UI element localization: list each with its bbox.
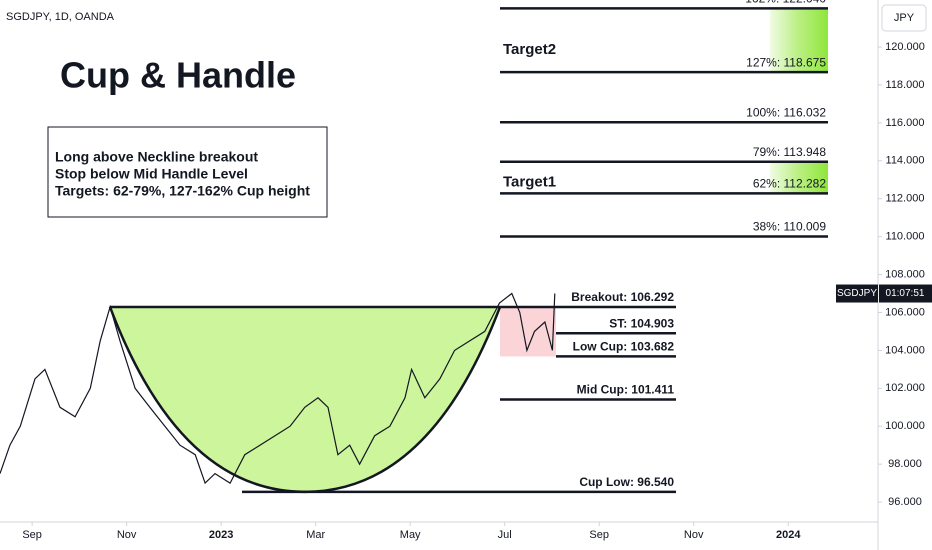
x-tick-label: Nov — [117, 529, 137, 541]
level-label: Low Cup: 103.682 — [573, 340, 675, 354]
y-tick-label: 110.000 — [886, 231, 925, 243]
fib-label: 38%: 110.009 — [753, 220, 826, 234]
target-zone — [770, 161, 828, 194]
y-tick-label: 98.000 — [888, 458, 922, 470]
fib-label: 162%: 122.040 — [745, 0, 826, 6]
price-tag-bg — [836, 284, 878, 303]
y-tick-label: 96.000 — [888, 496, 922, 508]
cup — [110, 306, 500, 492]
target-label: Target2 — [503, 41, 556, 58]
level-label: Mid Cup: 101.411 — [577, 383, 675, 397]
chart-title: Cup & Handle — [60, 55, 296, 96]
fib-label: 127%: 118.675 — [746, 55, 826, 69]
level-label: ST: 104.903 — [609, 316, 674, 330]
x-tick-label: Nov — [684, 529, 704, 541]
y-tick-label: 106.000 — [885, 306, 925, 318]
target-zone — [770, 8, 828, 73]
y-tick-label: 104.000 — [885, 344, 925, 356]
fib-label: 79%: 113.948 — [753, 145, 826, 159]
y-tick-label: 108.000 — [885, 268, 925, 280]
x-tick-label: Mar — [306, 529, 325, 541]
y-tick-label: 112.000 — [886, 193, 925, 205]
y-tick-label: 118.000 — [886, 79, 925, 91]
level-label: Cup Low: 96.540 — [579, 475, 674, 489]
currency-button[interactable] — [881, 4, 927, 32]
note: Targets: 62-79%, 127-162% Cup height — [55, 183, 310, 199]
y-tick-label: 102.000 — [885, 382, 925, 394]
target-label: Target1 — [503, 173, 556, 190]
x-tick-label: 2024 — [776, 529, 801, 541]
x-tick-label: Jul — [498, 529, 512, 541]
note: Long above Neckline breakout — [55, 149, 258, 165]
fib-label: 100%: 116.032 — [746, 105, 826, 119]
y-tick-label: 114.000 — [886, 155, 925, 167]
currency[interactable]: JPY — [894, 12, 915, 24]
x-tick-label: 2023 — [209, 529, 233, 541]
fib-label: 62%: 112.282 — [753, 177, 826, 191]
countdown: 01:07:51 — [886, 288, 925, 299]
note: Stop below Mid Handle Level — [55, 166, 248, 182]
note-box — [47, 126, 328, 218]
x-tick-label: May — [400, 529, 421, 541]
price-line — [0, 292, 556, 485]
y-tick-label: 120.000 — [885, 41, 925, 53]
level-label: Breakout: 106.292 — [571, 290, 674, 304]
countdown-bg — [879, 284, 932, 303]
y-tick-label: 116.000 — [886, 117, 925, 129]
y-tick-label: 100.000 — [885, 420, 925, 432]
x-tick-label: Sep — [22, 529, 42, 541]
price-tag: SGDJPY — [837, 288, 877, 299]
symbol: SGDJPY, 1D, OANDA — [6, 11, 115, 23]
x-tick-label: Sep — [589, 529, 609, 541]
